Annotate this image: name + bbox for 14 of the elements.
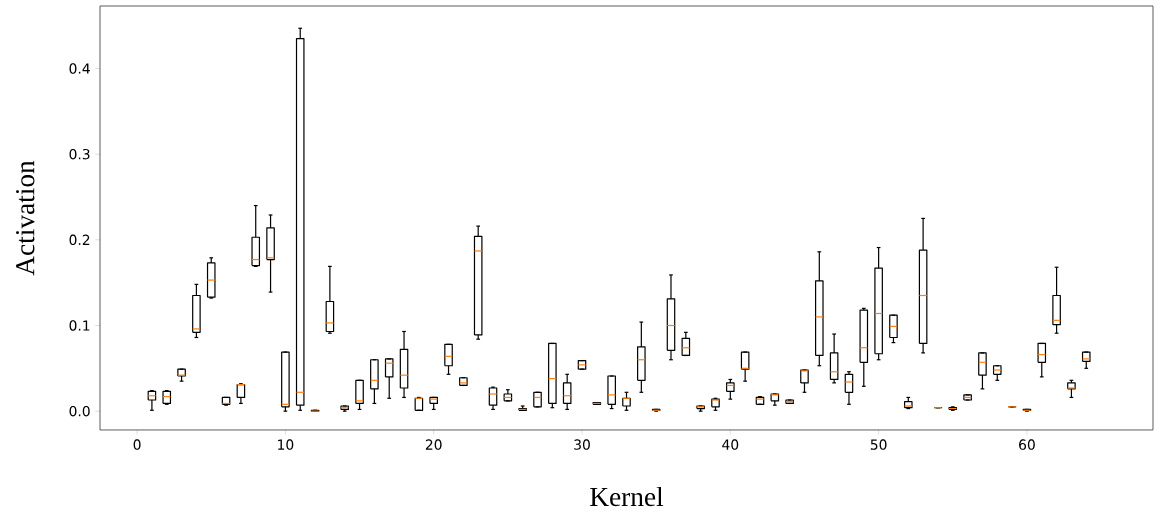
y-tick-label: 0.0: [69, 405, 90, 417]
x-tick-label: 40: [722, 439, 739, 450]
y-tick-label: 0.3: [69, 148, 90, 160]
x-tick-label: 10: [278, 439, 294, 450]
y-tick-label: 0.4: [69, 63, 90, 74]
y-tick-label: 0.2: [69, 234, 90, 246]
x-tick-label: 0: [133, 439, 141, 450]
x-tick-label: 20: [425, 439, 442, 450]
x-axis-title: Kernel: [590, 486, 664, 507]
x-tick-label: 60: [1019, 439, 1035, 450]
y-tick-label: 0.1: [69, 320, 90, 331]
x-tick-label: 30: [574, 439, 590, 450]
y-axis-title: Activation: [16, 160, 35, 276]
x-tick-label: 50: [870, 439, 887, 450]
